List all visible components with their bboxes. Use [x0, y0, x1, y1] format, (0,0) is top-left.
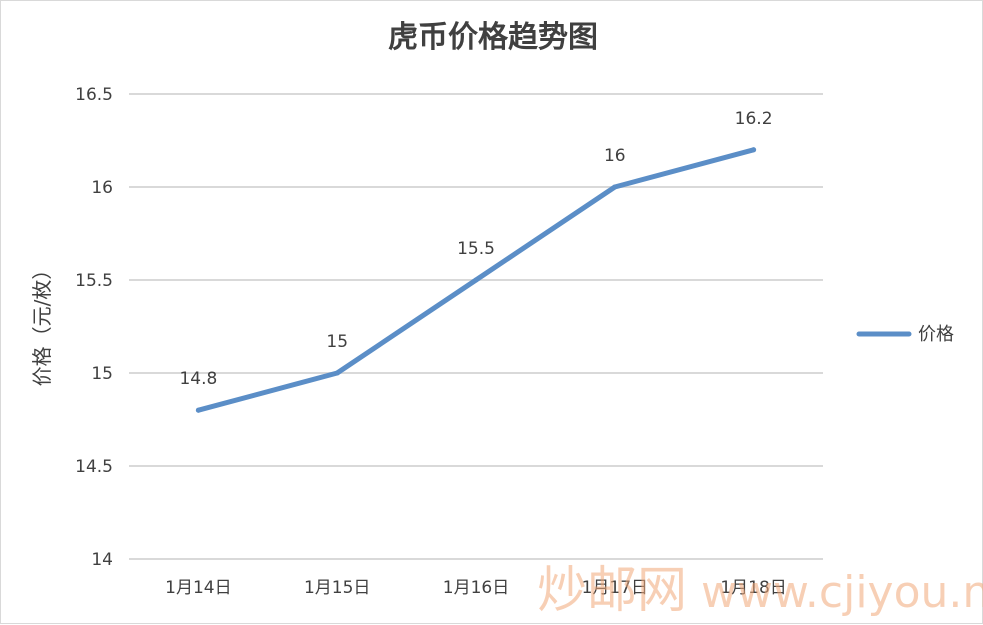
- x-tick-label: 1月17日: [582, 578, 648, 598]
- data-label: 16.2: [735, 109, 773, 129]
- data-point: [195, 407, 201, 413]
- y-axis-ticks: 14 14.5 15 15.5 16 16.5: [75, 85, 113, 570]
- y-axis-title: 价格（元/枚）: [30, 260, 54, 387]
- x-tick-label: 1月14日: [165, 578, 231, 598]
- watermark: 炒邮网 www.cjiyou.net: [537, 561, 983, 619]
- data-point: [334, 370, 340, 376]
- data-label: 16: [604, 146, 626, 166]
- x-tick-label: 1月16日: [443, 578, 509, 598]
- x-axis-ticks: 1月14日 1月15日 1月16日 1月17日 1月18日: [165, 578, 787, 598]
- data-point: [473, 277, 479, 283]
- x-tick-label: 1月18日: [720, 578, 786, 598]
- data-label: 14.8: [179, 369, 217, 389]
- chart-title: 虎币价格趋势图: [388, 20, 598, 55]
- legend: 价格: [856, 324, 954, 345]
- y-tick-label: 15: [91, 364, 113, 384]
- y-tick-label: 16: [91, 178, 113, 198]
- y-tick-label: 15.5: [75, 271, 113, 291]
- y-tick-label: 16.5: [75, 85, 113, 105]
- legend-label: 价格: [918, 324, 954, 345]
- y-tick-label: 14: [91, 550, 113, 570]
- x-tick-label: 1月15日: [304, 578, 370, 598]
- data-labels: 14.8 15 15.5 16 16.2: [179, 109, 772, 389]
- data-label: 15.5: [457, 239, 495, 259]
- data-point: [612, 184, 618, 190]
- data-label: 15: [326, 332, 348, 352]
- watermark-cn-text: 炒邮网: [537, 561, 687, 619]
- y-tick-label: 14.5: [75, 457, 113, 477]
- series-lines: [195, 147, 757, 413]
- watermark-url-text: www.cjiyou.net: [701, 567, 983, 618]
- gridlines: [129, 93, 823, 560]
- data-point: [751, 147, 757, 153]
